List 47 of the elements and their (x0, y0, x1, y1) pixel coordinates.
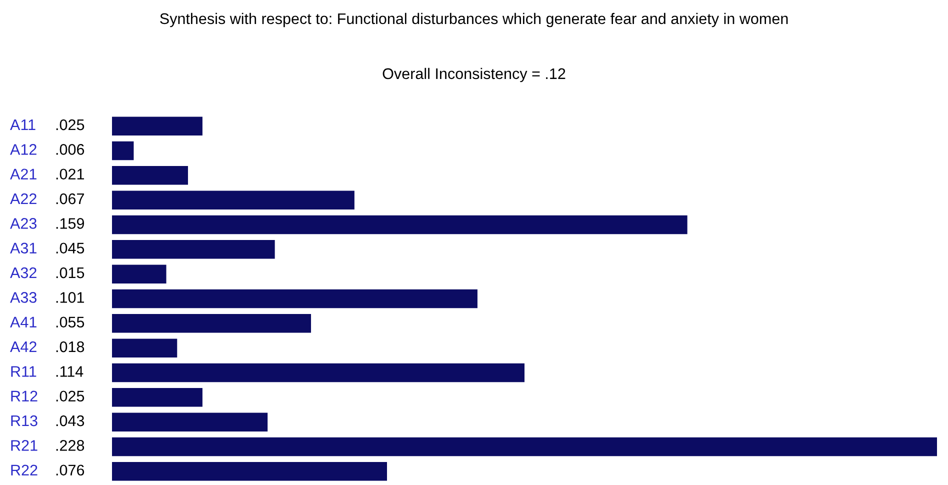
bar (112, 215, 688, 234)
data-label: .018 (56, 341, 84, 352)
data-label: .114 (56, 366, 84, 377)
data-label: .043 (56, 415, 84, 426)
y-tick-label: A23 (10, 218, 37, 229)
bar (112, 314, 312, 333)
bar (112, 264, 166, 284)
y-tick-label: A33 (10, 292, 37, 303)
bar (112, 116, 202, 136)
bar (112, 437, 937, 456)
data-label: .021 (56, 168, 84, 180)
bar (112, 190, 354, 210)
chart-title: Synthesis with respect to: Functional disturbances which generate fear and anxiety in women (160, 12, 788, 28)
y-tick-label: A32 (10, 267, 36, 278)
y-tick-label: R13 (11, 415, 38, 426)
y-tick-label: A31 (10, 242, 36, 254)
data-label: .159 (56, 218, 84, 229)
y-tick-label: R21 (11, 440, 38, 451)
bar (112, 338, 178, 358)
bar (112, 363, 524, 382)
bar (112, 141, 134, 160)
data-label: .025 (56, 119, 84, 130)
data-label: .076 (56, 464, 84, 476)
data-label: .045 (56, 242, 84, 254)
data-label: .006 (56, 144, 84, 155)
y-tick-label: A12 (10, 144, 36, 155)
data-label: .101 (56, 292, 84, 303)
y-tick-label: A22 (10, 193, 36, 204)
data-label: .067 (56, 193, 84, 204)
bar (112, 240, 275, 259)
bar (112, 166, 188, 185)
bar (112, 289, 478, 308)
y-tick-label: R22 (11, 464, 38, 476)
data-label: .228 (56, 440, 84, 451)
y-tick-label: A21 (10, 168, 36, 180)
y-tick-label: A41 (10, 316, 36, 328)
y-tick-label: R11 (11, 366, 36, 377)
bar (112, 462, 387, 481)
y-tick-label: A42 (10, 341, 36, 352)
bar (112, 412, 268, 432)
data-label: .025 (56, 390, 84, 402)
bar (112, 388, 202, 407)
data-label: .055 (56, 316, 84, 328)
y-tick-label: A11 (10, 120, 36, 130)
y-tick-label: R12 (11, 390, 38, 402)
data-label: .015 (56, 267, 84, 278)
chart-subtitle: Overall Inconsistency = .12 (382, 68, 566, 82)
